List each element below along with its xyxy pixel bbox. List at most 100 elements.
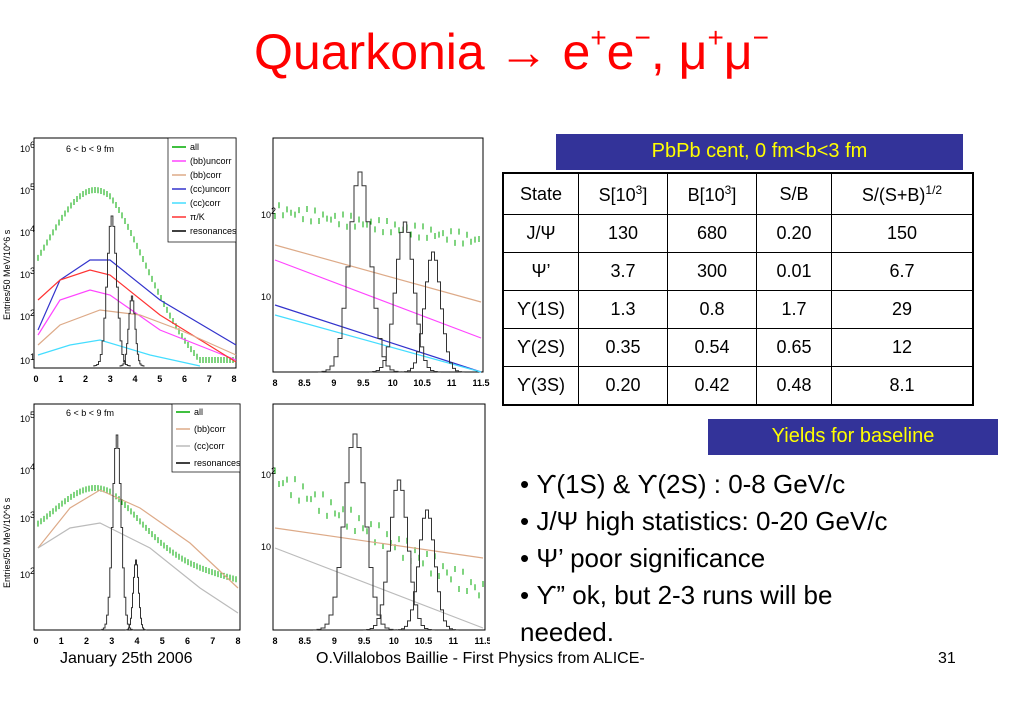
x-tick-label: 4 bbox=[132, 374, 137, 384]
title-main: Quarkonia → e bbox=[254, 24, 591, 80]
table-cell: 0.54 bbox=[667, 328, 757, 367]
y-tick-exponent: 2 bbox=[30, 308, 35, 318]
table-cell: 12 bbox=[831, 328, 974, 367]
y-tick-label: 10 bbox=[261, 292, 271, 302]
legend-bbcorr: (bb)corr bbox=[194, 424, 226, 434]
table-row: J/Ψ 130 680 0.20 150 bbox=[502, 214, 974, 253]
y-tick-label: 10 bbox=[20, 414, 30, 424]
series-bb-uncorr bbox=[37, 289, 237, 361]
table-header-cell: State bbox=[502, 172, 579, 215]
x-tick-label: 6 bbox=[185, 636, 190, 646]
x-tick-labels: 0 1 2 3 4 5 6 7 8 bbox=[33, 636, 240, 646]
series-bb-corr bbox=[37, 489, 239, 589]
y-tick-exponent: 1 bbox=[30, 352, 35, 362]
y-tick-label: 10 bbox=[20, 228, 30, 238]
plot-frame bbox=[272, 137, 484, 373]
plot-top-left: 6 < b < 9 fm Entries/50 MeV/10^6 s 10 1 10… bbox=[0, 130, 245, 392]
slide-title: Quarkonia → e+e−, μ+μ− bbox=[0, 22, 1023, 82]
legend-ccuncorr: (cc)uncorr bbox=[190, 184, 231, 194]
table-row: ϒ(2S) 0.35 0.54 0.65 12 bbox=[502, 328, 974, 367]
y-tick-label: 10 bbox=[261, 210, 271, 220]
series-bb-corr bbox=[274, 244, 482, 303]
y-tick-exponent: 2 bbox=[271, 206, 276, 216]
series-resonance-upsilon-2s bbox=[369, 221, 441, 373]
x-tick-labels: 8 8.5 9 9.5 10 10.5 11 11.5 bbox=[272, 636, 490, 646]
x-tick-label: 11.5 bbox=[472, 378, 489, 388]
footer-date: January 25th 2006 bbox=[60, 650, 193, 667]
table-cell: 0.48 bbox=[756, 366, 832, 406]
y-tick-exponent: 5 bbox=[30, 182, 35, 192]
x-tick-label: 8 bbox=[272, 378, 277, 388]
series-resonance-psiprime bbox=[125, 559, 147, 631]
x-tick-label: 5 bbox=[160, 636, 165, 646]
series-bb-corr bbox=[274, 527, 484, 559]
table-cell: 1.3 bbox=[578, 290, 668, 329]
x-tick-label: 8.5 bbox=[298, 636, 311, 646]
title-sup-1: + bbox=[590, 22, 607, 53]
table-header-cell: S/(S+B)1/2 bbox=[831, 172, 974, 215]
yields-table: State S[103] B[103] S/B S/(S+B)1/2 J/Ψ 1… bbox=[502, 172, 974, 406]
bullet-list: • ϒ(1S) & ϒ(2S) : 0-8 GeV/c • J/Ψ high s… bbox=[520, 466, 990, 651]
series-cc-uncorr bbox=[37, 259, 237, 346]
y-tick-exponent: 2 bbox=[271, 466, 276, 476]
y-tick-exponent: 6 bbox=[30, 140, 35, 150]
bullet-item: • ϒ(1S) & ϒ(2S) : 0-8 GeV/c bbox=[520, 469, 846, 499]
table-row: ϒ(3S) 0.20 0.42 0.48 8.1 bbox=[502, 366, 974, 406]
y-axis-title: Entries/50 MeV/10^6 s bbox=[2, 497, 12, 588]
series-resonance-upsilon-2s bbox=[363, 479, 435, 631]
x-tick-label: 2 bbox=[83, 374, 88, 384]
curves bbox=[37, 434, 239, 631]
table-cell: Ψ’ bbox=[502, 252, 579, 291]
plot-bottom-right: 10 10 2 8 8.5 9 9.5 10 10.5 11 11.5 bbox=[255, 398, 490, 650]
x-tick-label: 11 bbox=[447, 378, 457, 388]
curves bbox=[274, 171, 482, 373]
plot-frame bbox=[272, 403, 486, 631]
series-resonance-upsilon-3s bbox=[395, 509, 459, 631]
table-cell: 130 bbox=[578, 214, 668, 253]
table-cell: ϒ(1S) bbox=[502, 290, 579, 329]
bullet-item: needed. bbox=[520, 617, 614, 647]
series-cc-corr bbox=[37, 522, 239, 614]
legend-all: all bbox=[190, 142, 199, 152]
table-header-cell: B[103] bbox=[667, 172, 757, 215]
legend-bbcorr: (bb)corr bbox=[190, 170, 222, 180]
table-cell: 1.7 bbox=[756, 290, 832, 329]
legend-cccorr: (cc)corr bbox=[190, 198, 221, 208]
bullet-item: • Ψ’ poor significance bbox=[520, 543, 766, 573]
table-cell: 0.42 bbox=[667, 366, 757, 406]
series-bb-uncorr bbox=[274, 259, 482, 339]
plot-header: 6 < b < 9 fm bbox=[66, 144, 114, 154]
y-tick-label: 10 bbox=[20, 570, 30, 580]
x-tick-label: 6 bbox=[182, 374, 187, 384]
x-tick-label: 9 bbox=[331, 378, 336, 388]
legend-resonances: resonances bbox=[194, 458, 241, 468]
title-mid: e bbox=[606, 24, 635, 80]
title-sup-3: + bbox=[707, 22, 724, 53]
table-cell: 6.7 bbox=[831, 252, 974, 291]
y-tick-exponent: 2 bbox=[30, 566, 35, 576]
y-tick-label: 10 bbox=[261, 542, 271, 552]
y-tick-label: 10 bbox=[20, 312, 30, 322]
table-cell: 0.20 bbox=[756, 214, 832, 253]
table-cell: 150 bbox=[831, 214, 974, 253]
plot-top-left-svg: 6 < b < 9 fm Entries/50 MeV/10^6 s 10 110… bbox=[2, 137, 237, 384]
x-tick-label: 2 bbox=[84, 636, 89, 646]
table-cell: 0.65 bbox=[756, 328, 832, 367]
title-tail-2: μ bbox=[723, 24, 753, 80]
table-cell: J/Ψ bbox=[502, 214, 579, 253]
legend-bbuncorr: (bb)uncorr bbox=[190, 156, 232, 166]
footer-author: O.Villalobos Baillie - First Physics fro… bbox=[316, 650, 645, 667]
x-tick-label: 8 bbox=[235, 636, 240, 646]
y-tick-label: 10 bbox=[20, 270, 30, 280]
y-tick-label: 10 bbox=[20, 144, 30, 154]
x-tick-label: 10 bbox=[389, 636, 399, 646]
banner-conditions: PbPb cent, 0 fm<b<3 fm bbox=[556, 134, 963, 170]
x-tick-label: 9.5 bbox=[358, 636, 371, 646]
curves bbox=[37, 187, 237, 367]
table-cell: 3.7 bbox=[578, 252, 668, 291]
x-tick-label: 9 bbox=[332, 636, 337, 646]
y-tick-label: 10 bbox=[20, 186, 30, 196]
x-tick-label: 0 bbox=[33, 374, 38, 384]
x-tick-label: 4 bbox=[134, 636, 139, 646]
bullet-item: • J/Ψ high statistics: 0-20 GeV/c bbox=[520, 506, 888, 536]
